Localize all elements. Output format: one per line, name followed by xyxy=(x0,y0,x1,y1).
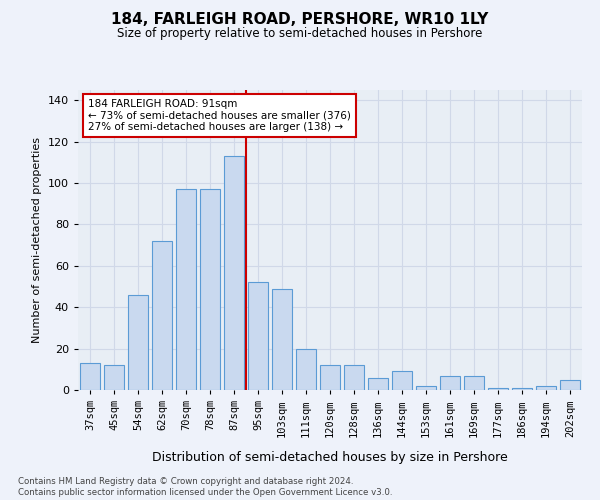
Bar xyxy=(152,241,172,390)
Bar xyxy=(176,190,196,390)
Bar xyxy=(536,386,556,390)
Y-axis label: Number of semi-detached properties: Number of semi-detached properties xyxy=(32,137,42,343)
Bar xyxy=(440,376,460,390)
Text: Distribution of semi-detached houses by size in Pershore: Distribution of semi-detached houses by … xyxy=(152,451,508,464)
Bar xyxy=(104,365,124,390)
Bar xyxy=(224,156,244,390)
Bar xyxy=(464,376,484,390)
Bar xyxy=(248,282,268,390)
Text: Size of property relative to semi-detached houses in Pershore: Size of property relative to semi-detach… xyxy=(118,28,482,40)
Bar xyxy=(560,380,580,390)
Bar xyxy=(512,388,532,390)
Text: Contains HM Land Registry data © Crown copyright and database right 2024.: Contains HM Land Registry data © Crown c… xyxy=(18,477,353,486)
Bar xyxy=(344,365,364,390)
Bar xyxy=(200,190,220,390)
Bar xyxy=(296,348,316,390)
Text: 184 FARLEIGH ROAD: 91sqm
← 73% of semi-detached houses are smaller (376)
27% of : 184 FARLEIGH ROAD: 91sqm ← 73% of semi-d… xyxy=(88,99,351,132)
Bar xyxy=(392,372,412,390)
Bar xyxy=(80,363,100,390)
Bar xyxy=(320,365,340,390)
Text: 184, FARLEIGH ROAD, PERSHORE, WR10 1LY: 184, FARLEIGH ROAD, PERSHORE, WR10 1LY xyxy=(112,12,488,28)
Bar xyxy=(416,386,436,390)
Text: Contains public sector information licensed under the Open Government Licence v3: Contains public sector information licen… xyxy=(18,488,392,497)
Bar xyxy=(128,295,148,390)
Bar xyxy=(368,378,388,390)
Bar xyxy=(272,288,292,390)
Bar xyxy=(488,388,508,390)
